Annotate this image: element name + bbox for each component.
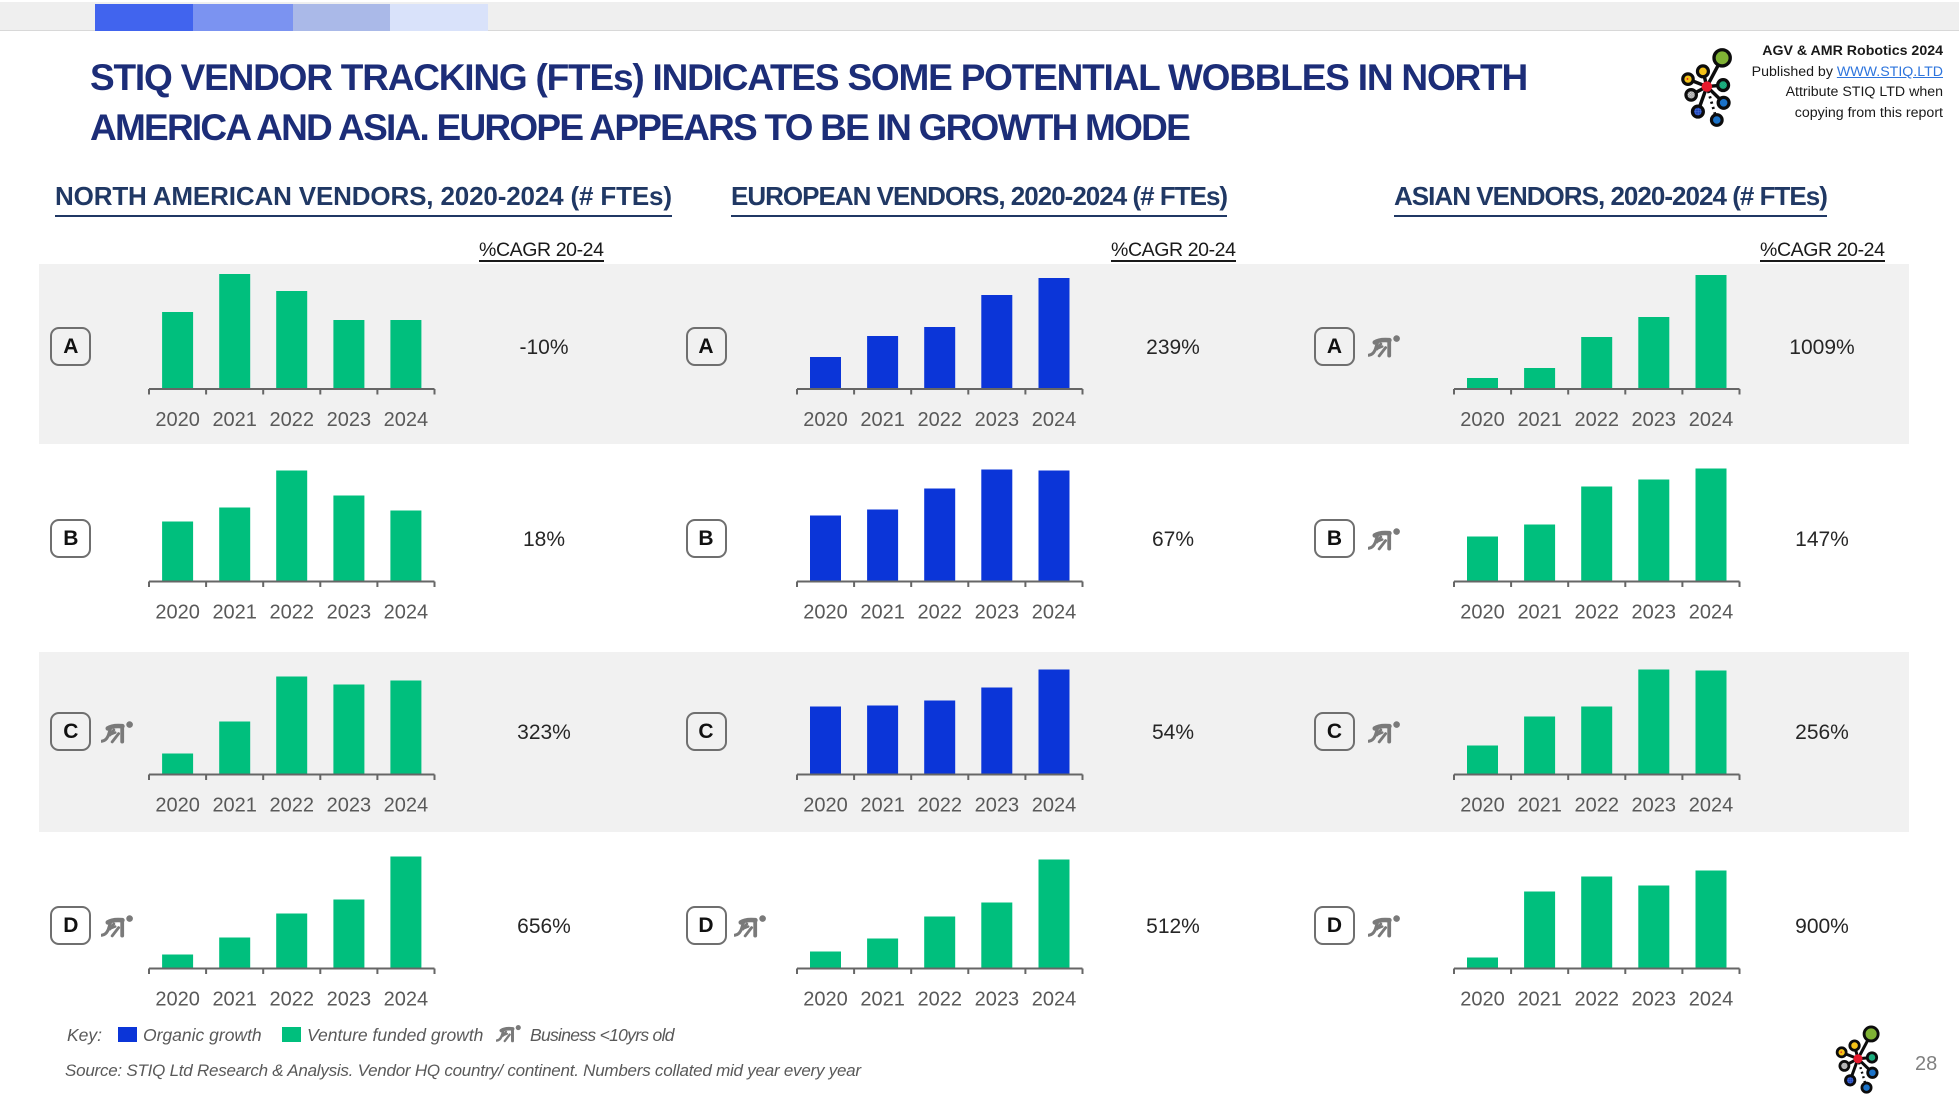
svg-text:2021: 2021 [212, 409, 257, 431]
svg-text:2022: 2022 [918, 989, 963, 1011]
svg-text:2022: 2022 [918, 795, 963, 817]
svg-text:2023: 2023 [1632, 795, 1677, 817]
svg-text:2020: 2020 [803, 795, 848, 817]
svg-text:2023: 2023 [975, 989, 1020, 1011]
svg-text:2024: 2024 [1032, 409, 1077, 431]
svg-text:2022: 2022 [1575, 989, 1620, 1011]
svg-text:2020: 2020 [1460, 409, 1505, 431]
svg-text:2024: 2024 [1689, 795, 1734, 817]
svg-text:2021: 2021 [860, 409, 905, 431]
svg-text:2022: 2022 [1575, 602, 1620, 624]
svg-text:2024: 2024 [1032, 989, 1077, 1011]
svg-text:2024: 2024 [1689, 602, 1734, 624]
svg-text:2022: 2022 [270, 795, 315, 817]
svg-text:2024: 2024 [1032, 795, 1077, 817]
svg-text:2022: 2022 [1575, 409, 1620, 431]
svg-text:2022: 2022 [270, 602, 315, 624]
svg-text:2024: 2024 [384, 795, 429, 817]
svg-text:2023: 2023 [975, 602, 1020, 624]
svg-text:2020: 2020 [155, 989, 200, 1011]
svg-text:2020: 2020 [155, 602, 200, 624]
svg-text:2020: 2020 [155, 409, 200, 431]
svg-text:2023: 2023 [1632, 602, 1677, 624]
svg-text:2024: 2024 [1032, 602, 1077, 624]
svg-text:2023: 2023 [1632, 989, 1677, 1011]
svg-text:2023: 2023 [327, 602, 372, 624]
svg-text:2024: 2024 [384, 602, 429, 624]
svg-text:2024: 2024 [1689, 409, 1734, 431]
svg-text:2020: 2020 [1460, 602, 1505, 624]
svg-text:2020: 2020 [803, 409, 848, 431]
svg-text:2021: 2021 [212, 795, 257, 817]
svg-text:2023: 2023 [975, 409, 1020, 431]
svg-text:2023: 2023 [975, 795, 1020, 817]
svg-text:2021: 2021 [1517, 989, 1562, 1011]
svg-text:2021: 2021 [860, 795, 905, 817]
svg-text:2022: 2022 [270, 989, 315, 1011]
svg-text:2022: 2022 [918, 602, 963, 624]
svg-text:2021: 2021 [1517, 795, 1562, 817]
svg-text:2021: 2021 [212, 602, 257, 624]
svg-text:2024: 2024 [384, 409, 429, 431]
svg-text:2024: 2024 [1689, 989, 1734, 1011]
svg-text:2023: 2023 [1632, 409, 1677, 431]
svg-text:2020: 2020 [803, 989, 848, 1011]
svg-text:2020: 2020 [803, 602, 848, 624]
svg-text:2023: 2023 [327, 989, 372, 1011]
svg-text:2020: 2020 [155, 795, 200, 817]
svg-text:2023: 2023 [327, 409, 372, 431]
svg-text:2020: 2020 [1460, 795, 1505, 817]
svg-text:2022: 2022 [270, 409, 315, 431]
svg-text:2021: 2021 [212, 989, 257, 1011]
svg-text:2022: 2022 [918, 409, 963, 431]
svg-text:2022: 2022 [1575, 795, 1620, 817]
svg-text:2023: 2023 [327, 795, 372, 817]
svg-text:2021: 2021 [1517, 602, 1562, 624]
svg-text:2021: 2021 [860, 602, 905, 624]
svg-text:2021: 2021 [1517, 409, 1562, 431]
svg-text:2020: 2020 [1460, 989, 1505, 1011]
svg-text:2021: 2021 [860, 989, 905, 1011]
svg-text:2024: 2024 [384, 989, 429, 1011]
